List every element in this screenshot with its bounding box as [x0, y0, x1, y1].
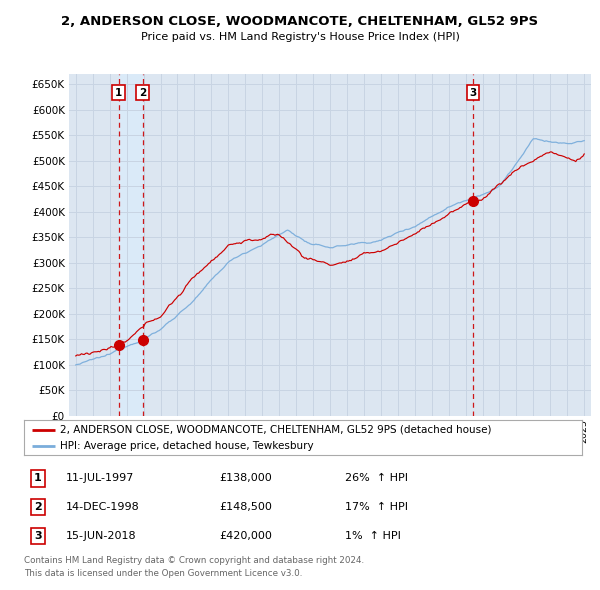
Text: £138,000: £138,000	[220, 473, 272, 483]
Text: Contains HM Land Registry data © Crown copyright and database right 2024.: Contains HM Land Registry data © Crown c…	[24, 556, 364, 565]
Text: £148,500: £148,500	[220, 502, 272, 512]
Text: 1: 1	[34, 473, 42, 483]
Text: 3: 3	[34, 531, 42, 541]
Text: 2: 2	[34, 502, 42, 512]
Text: 2: 2	[139, 87, 146, 97]
Text: 1: 1	[115, 87, 122, 97]
Text: 17%  ↑ HPI: 17% ↑ HPI	[345, 502, 408, 512]
Text: 14-DEC-1998: 14-DEC-1998	[66, 502, 140, 512]
Bar	[119, 74, 143, 416]
Text: Price paid vs. HM Land Registry's House Price Index (HPI): Price paid vs. HM Land Registry's House …	[140, 32, 460, 42]
Text: £420,000: £420,000	[220, 531, 272, 541]
Text: 11-JUL-1997: 11-JUL-1997	[66, 473, 134, 483]
Text: HPI: Average price, detached house, Tewkesbury: HPI: Average price, detached house, Tewk…	[60, 441, 314, 451]
Text: 26%  ↑ HPI: 26% ↑ HPI	[345, 473, 408, 483]
Text: 2, ANDERSON CLOSE, WOODMANCOTE, CHELTENHAM, GL52 9PS: 2, ANDERSON CLOSE, WOODMANCOTE, CHELTENH…	[61, 15, 539, 28]
Text: 2, ANDERSON CLOSE, WOODMANCOTE, CHELTENHAM, GL52 9PS (detached house): 2, ANDERSON CLOSE, WOODMANCOTE, CHELTENH…	[60, 425, 492, 435]
Text: 3: 3	[470, 87, 477, 97]
Text: This data is licensed under the Open Government Licence v3.0.: This data is licensed under the Open Gov…	[24, 569, 302, 578]
Text: 1%  ↑ HPI: 1% ↑ HPI	[345, 531, 401, 541]
Text: 15-JUN-2018: 15-JUN-2018	[66, 531, 136, 541]
